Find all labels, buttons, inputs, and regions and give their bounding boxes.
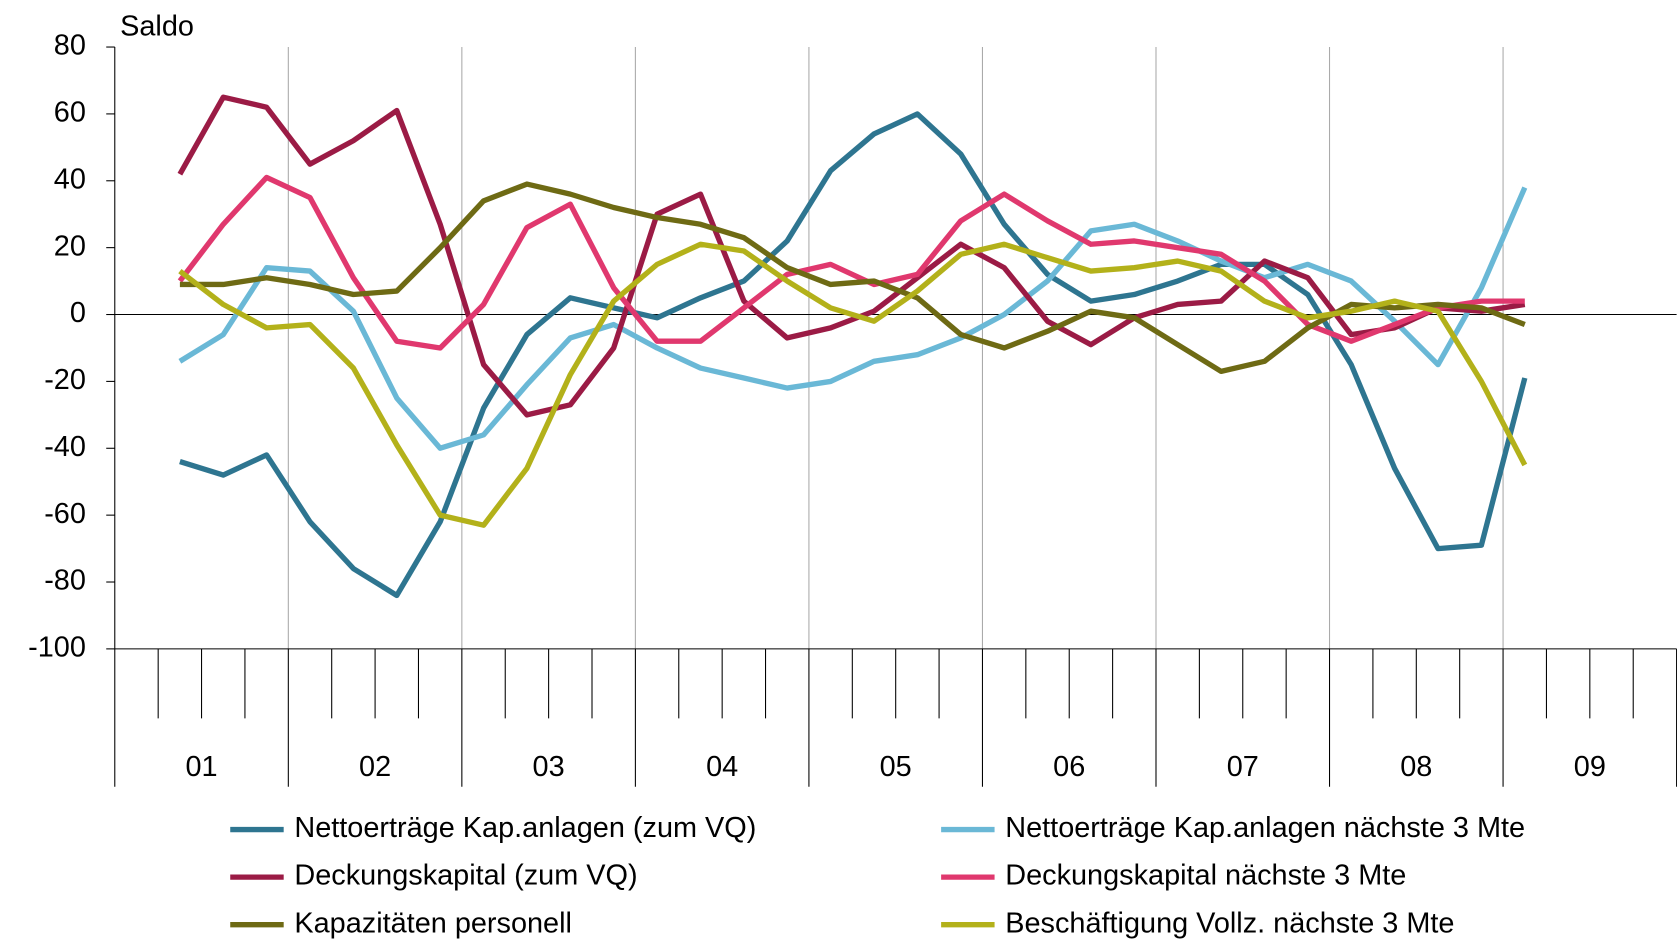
series-line xyxy=(179,111,1528,599)
x-tick-label: 07 xyxy=(1227,751,1259,783)
y-tick-label: -100 xyxy=(28,632,86,664)
y-tick-label: 80 xyxy=(54,30,86,62)
y-tick-label: 20 xyxy=(54,230,86,262)
y-tick-label: 40 xyxy=(54,163,86,195)
legend-label: Deckungskapital (zum VQ) xyxy=(294,860,637,892)
x-tick-label: 08 xyxy=(1400,751,1432,783)
x-tick-label: 04 xyxy=(706,751,738,783)
y-tick-label: -20 xyxy=(44,364,86,396)
legend-label: Beschäftigung Vollz. nächste 3 Mte xyxy=(1005,907,1454,939)
y-tick-label: 0 xyxy=(70,297,86,329)
legend-label: Kapazitäten personell xyxy=(294,907,572,939)
x-tick-label: 01 xyxy=(185,751,217,783)
y-axis-label: Saldo xyxy=(120,10,194,42)
y-tick-label: -80 xyxy=(44,565,86,597)
y-tick-label: -60 xyxy=(44,498,86,530)
series-line xyxy=(178,186,1528,451)
series-line xyxy=(179,181,1526,375)
legend-label: Nettoerträge Kap.anlagen nächste 3 Mte xyxy=(1005,812,1525,844)
x-tick-label: 05 xyxy=(880,751,912,783)
series-line xyxy=(177,94,1526,418)
series-line xyxy=(178,241,1528,528)
x-tick-label: 02 xyxy=(359,751,391,783)
legend-label: Nettoerträge Kap.anlagen (zum VQ) xyxy=(294,812,756,844)
x-tick-label: 06 xyxy=(1053,751,1085,783)
y-tick-label: -40 xyxy=(44,431,86,463)
y-tick-label: 60 xyxy=(54,97,86,129)
legend-label: Deckungskapital nächste 3 Mte xyxy=(1005,860,1406,892)
x-tick-label: 09 xyxy=(1574,751,1606,783)
x-tick-label: 03 xyxy=(533,751,565,783)
